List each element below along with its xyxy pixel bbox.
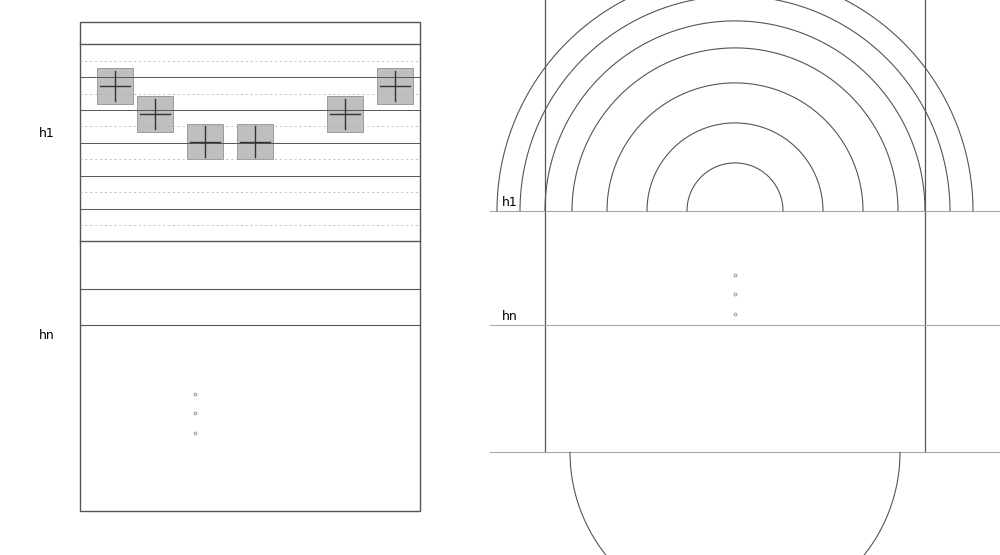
Text: hn: hn <box>502 310 518 323</box>
Bar <box>80 22 420 511</box>
Bar <box>327 96 363 132</box>
Text: h1: h1 <box>502 196 518 209</box>
Bar <box>377 68 413 104</box>
Bar <box>187 124 223 159</box>
Bar <box>237 124 273 159</box>
Bar <box>137 96 173 132</box>
Bar <box>97 68 133 104</box>
Text: h1: h1 <box>39 127 55 140</box>
Text: hn: hn <box>39 329 55 342</box>
